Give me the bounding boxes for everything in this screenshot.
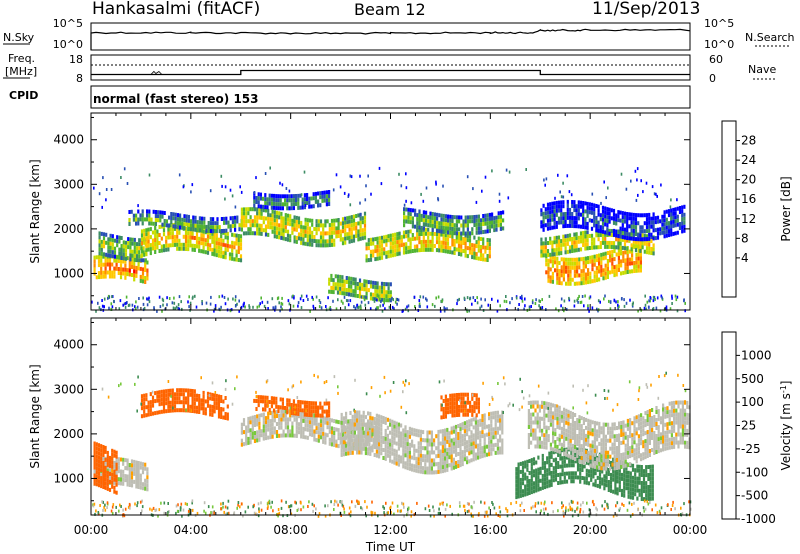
- power-colorbar-label: 4: [741, 251, 749, 265]
- freq-label: Freq.: [8, 52, 36, 65]
- freq-left-tick-bottom: 8: [76, 72, 83, 85]
- power-ylabel: Slant Range [km]: [28, 159, 42, 263]
- velocity-colorbar-label: 25: [741, 419, 756, 433]
- date-title: 11/Sep/2013: [592, 0, 701, 19]
- velocity-ytick-label: 3000: [53, 382, 84, 396]
- velocity-ytick-label: 4000: [53, 338, 84, 352]
- velocity-colorbar-label: 1000: [741, 348, 772, 362]
- freq-panel-frame: [90, 54, 691, 81]
- noise-left-tick-bottom: 10^0: [53, 38, 83, 51]
- x-tick-label: 16:00: [473, 523, 508, 537]
- x-tick-label: 00:00: [74, 523, 109, 537]
- n-sky-series: [90, 28, 691, 50]
- velocity-ytick-label: 1000: [53, 471, 84, 485]
- power-colorbar-label: 20: [741, 173, 756, 187]
- velocity-colorbar-label: -500: [741, 489, 768, 503]
- noise-right-tick-top: 10^5: [704, 17, 734, 30]
- velocity-colorbar-label: 500: [741, 372, 764, 386]
- x-axis-label: Time UT: [365, 540, 416, 554]
- power-colorbar-label: 24: [741, 153, 756, 167]
- power-colorbar-label: 16: [741, 192, 756, 206]
- noise-right-tick-bottom: 10^0: [704, 38, 734, 51]
- power-ytick-label: 2000: [53, 222, 84, 236]
- x-tick-label: 04:00: [174, 523, 209, 537]
- x-tick-label: 08:00: [273, 523, 308, 537]
- velocity-ytick-label: 2000: [53, 427, 84, 441]
- freq-glitch: [150, 70, 163, 75]
- cpid-panel-frame: [90, 85, 691, 109]
- x-tick-label: 00:00: [673, 523, 708, 537]
- freq-left-tick-top: 18: [69, 53, 83, 66]
- velocity-data-layer: [92, 371, 692, 518]
- velocity-colorbar-title: Velocity [m s-1]: [779, 381, 793, 471]
- power-colorbar-frame: [721, 120, 737, 298]
- freq-right-tick-bottom: 0: [709, 72, 716, 85]
- beam-title: Beam 12: [354, 0, 426, 19]
- x-tick-label: 20:00: [573, 523, 608, 537]
- cpid-label: CPID: [9, 89, 39, 102]
- power-ytick-label: 1000: [53, 266, 84, 280]
- velocity-ylabel: Slant Range [km]: [28, 364, 42, 468]
- station-title: Hankasalmi (fitACF): [92, 0, 261, 19]
- power-colorbar-label: 28: [741, 134, 756, 148]
- velocity-colorbar-label: 100: [741, 395, 764, 409]
- noise-panel-frame: [90, 22, 691, 51]
- velocity-colorbar-frame: [721, 331, 737, 520]
- power-colorbar-label: 8: [741, 231, 749, 245]
- power-ytick-label: 3000: [53, 177, 84, 191]
- velocity-colorbar-label: -1000: [741, 512, 776, 526]
- nave-label: Nave: [748, 63, 777, 76]
- freq-right-tick-top: 60: [709, 53, 723, 66]
- noise-left-tick-top: 10^5: [53, 17, 83, 30]
- freq-series: [91, 69, 690, 76]
- cpid-text: normal (fast stereo) 153: [93, 92, 259, 106]
- power-data-layer: [91, 166, 686, 313]
- power-colorbar-title: Power [dB]: [779, 176, 793, 241]
- x-tick-label: 12:00: [373, 523, 408, 537]
- velocity-colorbar-label: -25: [741, 442, 761, 456]
- freq-unit-label: [MHz]: [5, 65, 38, 78]
- velocity-colorbar-label: -100: [741, 465, 768, 479]
- n-search-label: N.Search: [745, 31, 795, 44]
- power-colorbar-label: 12: [741, 212, 756, 226]
- n-sky-label: N.Sky: [3, 31, 35, 44]
- power-ytick-label: 4000: [53, 133, 84, 147]
